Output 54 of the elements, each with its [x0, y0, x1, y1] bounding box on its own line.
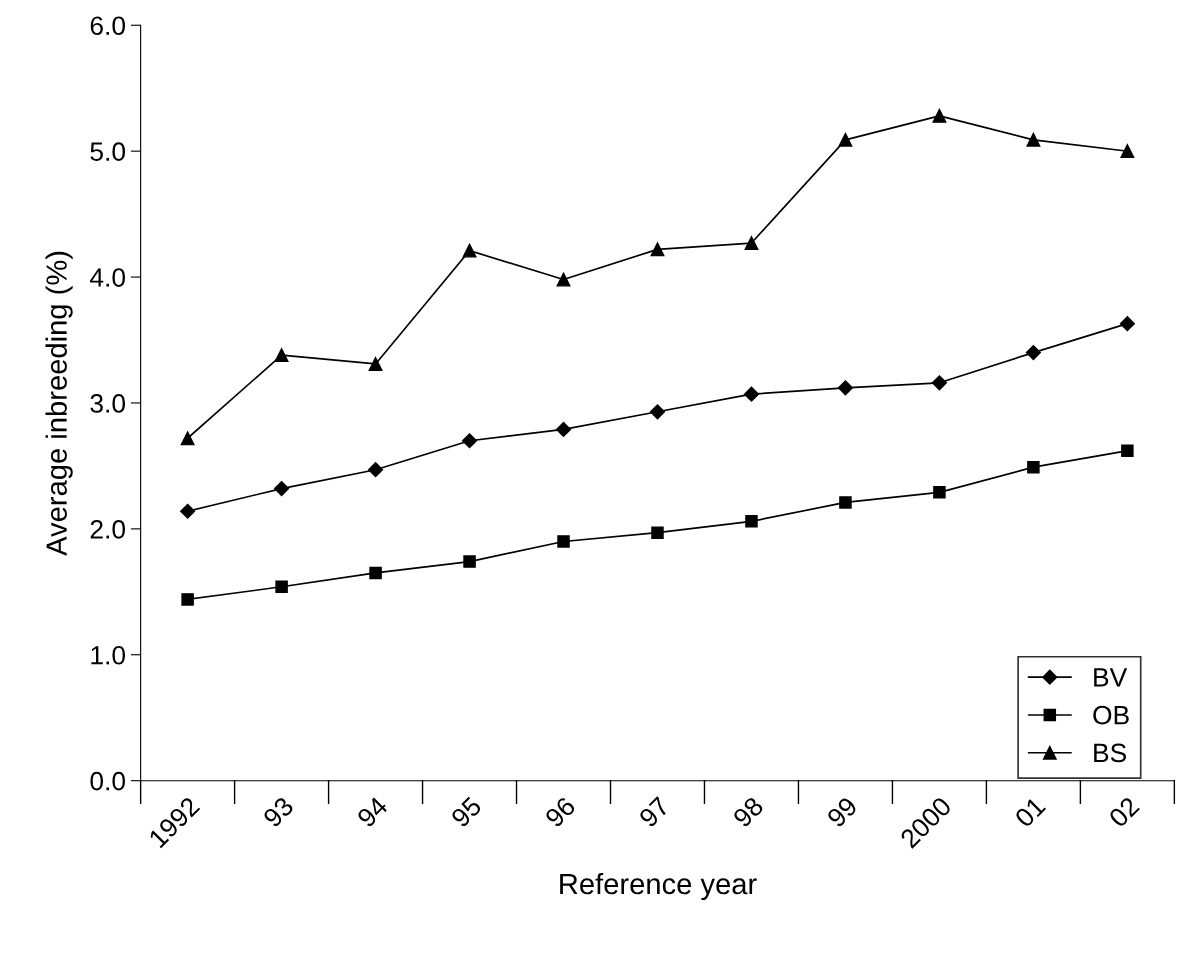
- point: [931, 375, 947, 391]
- x-tick-label: 02: [1107, 796, 1141, 829]
- point: [743, 386, 760, 402]
- legend-label: OB: [1093, 705, 1129, 725]
- legend-label: BS: [1094, 743, 1127, 763]
- point: [275, 580, 288, 594]
- point: [838, 132, 853, 147]
- point: [555, 421, 572, 437]
- point: [557, 535, 570, 548]
- point: [837, 380, 854, 396]
- point: [932, 108, 947, 123]
- x-tick-label: 94: [356, 795, 389, 829]
- point: [839, 496, 852, 509]
- point: [651, 526, 664, 539]
- point: [1119, 316, 1135, 332]
- point: [462, 243, 477, 258]
- point: [933, 486, 946, 499]
- x-tick-label: 01: [1013, 795, 1047, 829]
- legend-label: BV: [1094, 668, 1128, 687]
- x-tick-label: 93: [262, 795, 295, 829]
- point: [368, 462, 384, 478]
- point: [1025, 345, 1041, 361]
- point: [181, 593, 194, 606]
- point: [649, 404, 666, 420]
- x-tick-label: 95: [450, 795, 483, 829]
- y-tick-label: 2.0: [90, 520, 126, 539]
- point: [274, 348, 289, 363]
- x-tick-label: 98: [732, 795, 765, 829]
- y-tick-label: 0.0: [90, 771, 126, 791]
- y-tick-label: 4.0: [89, 268, 126, 287]
- y-axis-title: Average inbreeding (%): [45, 251, 73, 556]
- y-tick-label: 1.0: [91, 645, 126, 665]
- point: [368, 356, 383, 371]
- point: [180, 503, 196, 519]
- point: [463, 555, 476, 568]
- x-tick-label: 97: [638, 796, 671, 829]
- x-tick-label: 99: [826, 795, 859, 829]
- point: [1121, 444, 1134, 458]
- point: [1026, 132, 1041, 147]
- point: [369, 566, 382, 580]
- point: [1120, 144, 1135, 159]
- point: [180, 431, 195, 446]
- point: [744, 236, 759, 251]
- y-tick-label: 5.0: [90, 142, 126, 161]
- x-axis-title: Reference year: [560, 872, 757, 901]
- point: [1027, 460, 1040, 474]
- y-tick-label: 6.0: [90, 16, 126, 36]
- point: [274, 481, 290, 497]
- point: [461, 433, 478, 449]
- point: [556, 272, 571, 287]
- point: [650, 242, 665, 257]
- y-tick-label: 3.0: [90, 394, 126, 413]
- x-tick-label: 96: [544, 795, 577, 829]
- point: [745, 515, 758, 528]
